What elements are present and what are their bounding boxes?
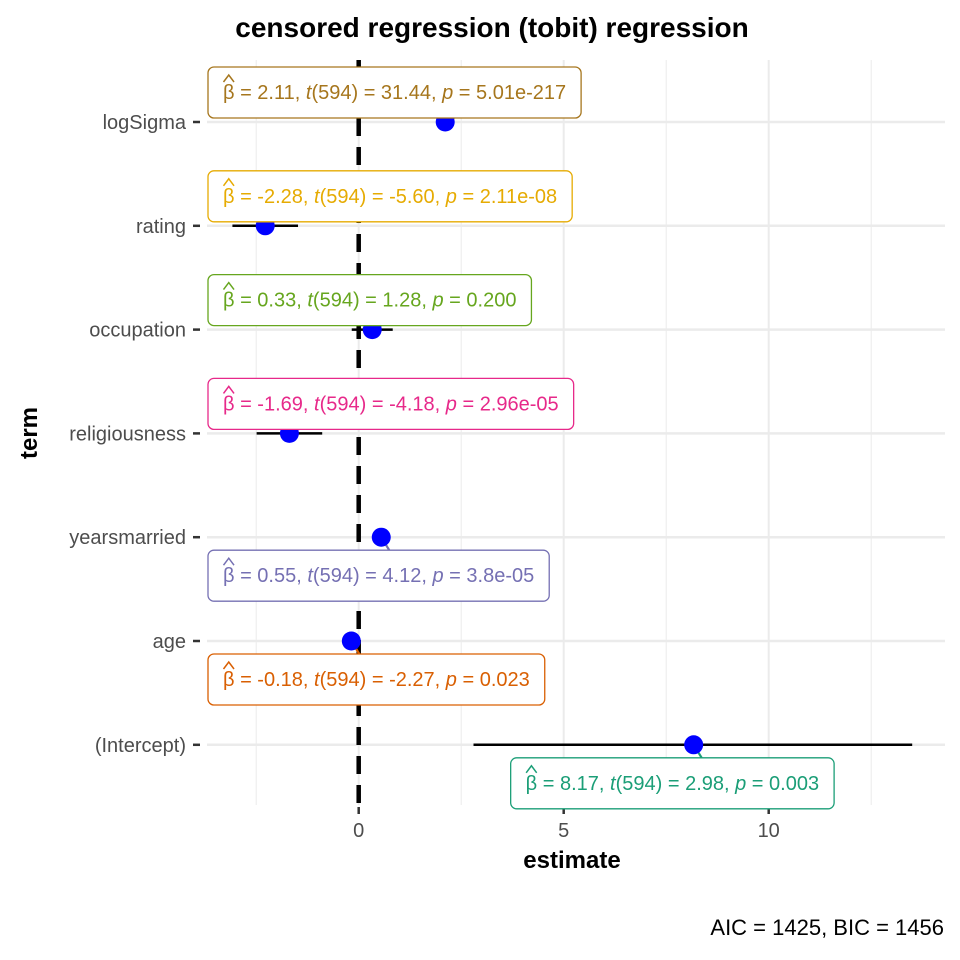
label-stat-name: p bbox=[431, 290, 443, 312]
beta-hat bbox=[222, 281, 235, 291]
label-stat-name: t bbox=[314, 186, 321, 208]
beta-value: = -1.69, bbox=[235, 393, 315, 415]
coefficient-label: β = -1.69, t(594) = -4.18, p = 2.96e-05 bbox=[207, 377, 575, 431]
coefficient-label: β = -2.28, t(594) = -5.60, p = 2.11e-08 bbox=[207, 170, 573, 223]
y-tick-label: religiousness bbox=[69, 423, 186, 445]
x-axis: 0 5 10 bbox=[353, 807, 780, 842]
coefficient-label-text: β = -1.69, t(594) = -4.18, p = 2.96e-05 bbox=[223, 393, 559, 415]
beta-value: = 0.33, bbox=[235, 290, 308, 312]
label-t-value: = -2.27, bbox=[366, 669, 446, 691]
label-p-value: = 0.200 bbox=[444, 290, 517, 312]
beta-symbol: β bbox=[223, 290, 235, 312]
label-p-value: = 0.023 bbox=[457, 669, 530, 691]
beta-symbol: β bbox=[223, 669, 235, 691]
coefficient-label-box bbox=[207, 549, 550, 602]
coefficient-label-text: β = 2.11, t(594) = 31.44, p = 5.01e-217 bbox=[223, 82, 566, 104]
coefficient-label-box bbox=[207, 653, 546, 706]
beta-value: = 0.55, bbox=[235, 565, 308, 587]
label-stat-name: p bbox=[441, 82, 453, 104]
coefficient-label-text: β = 8.17, t(594) = 2.98, p = 0.003 bbox=[526, 773, 819, 795]
label-df: (594) bbox=[313, 565, 360, 587]
beta-hat bbox=[222, 73, 235, 83]
label-p-value: = 2.96e-05 bbox=[457, 393, 559, 415]
coefficient-label: β = -0.18, t(594) = -2.27, p = 0.023 bbox=[207, 653, 546, 706]
y-tick-label: rating bbox=[136, 216, 186, 238]
label-stat-name: t bbox=[307, 565, 314, 587]
coefficient-labels: β = 2.11, t(594) = 31.44, p = 5.01e-217β… bbox=[207, 66, 835, 810]
beta-symbol: β bbox=[223, 186, 235, 208]
y-tick-label: occupation bbox=[89, 320, 186, 342]
label-df: (594) bbox=[320, 669, 367, 691]
beta-hat bbox=[222, 385, 235, 394]
coefficient-label-text: β = -2.28, t(594) = -5.60, p = 2.11e-08 bbox=[223, 186, 557, 208]
label-t-value: = 31.44, bbox=[358, 82, 442, 104]
y-tick-label: yearsmarried bbox=[69, 527, 186, 549]
x-tick-label: 5 bbox=[558, 820, 569, 842]
y-axis-title: term bbox=[16, 407, 43, 459]
beta-value: = 8.17, bbox=[537, 773, 610, 795]
coefficient-label: β = 0.55, t(594) = 4.12, p = 3.8e-05 bbox=[207, 549, 550, 602]
label-df: (594) bbox=[616, 773, 663, 795]
coefficient-label-text: β = 0.55, t(594) = 4.12, p = 3.8e-05 bbox=[223, 565, 534, 587]
label-p-value: = 3.8e-05 bbox=[444, 565, 535, 587]
label-stat-name: t bbox=[314, 669, 321, 691]
beta-symbol: β bbox=[526, 773, 538, 795]
beta-symbol: β bbox=[223, 82, 235, 104]
beta-value: = 2.11, bbox=[235, 82, 306, 104]
beta-hat bbox=[222, 660, 235, 670]
coefficient-label-text: β = 0.33, t(594) = 1.28, p = 0.200 bbox=[223, 290, 516, 312]
y-tick-label: age bbox=[153, 631, 186, 653]
estimate-point bbox=[341, 631, 361, 651]
beta-hat bbox=[222, 177, 235, 187]
label-p-value: = 5.01e-217 bbox=[453, 82, 566, 104]
chart-title: censored regression (tobit) regression bbox=[235, 12, 748, 43]
x-tick-label: 0 bbox=[353, 820, 364, 842]
label-t-value: = 2.98, bbox=[662, 773, 735, 795]
estimate-point bbox=[684, 735, 704, 755]
coefficient-label-box bbox=[207, 377, 575, 431]
y-tick-label: (Intercept) bbox=[95, 735, 186, 757]
label-t-value: = -5.60, bbox=[366, 186, 446, 208]
label-df: (594) bbox=[320, 186, 367, 208]
coefficient-label-box bbox=[510, 757, 835, 810]
label-stat-name: p bbox=[734, 773, 746, 795]
label-t-value: = 1.28, bbox=[360, 290, 433, 312]
x-axis-title: estimate bbox=[523, 847, 620, 874]
label-stat-name: t bbox=[307, 290, 314, 312]
label-df: (594) bbox=[311, 82, 358, 104]
label-stat-name: p bbox=[445, 669, 457, 691]
label-stat-name: p bbox=[445, 186, 457, 208]
beta-symbol: β bbox=[223, 393, 235, 415]
label-stat-name: t bbox=[306, 82, 313, 104]
estimate-point bbox=[371, 527, 391, 547]
beta-value: = -0.18, bbox=[235, 669, 315, 691]
coefficient-label: β = 8.17, t(594) = 2.98, p = 0.003 bbox=[510, 757, 835, 810]
beta-hat bbox=[222, 556, 235, 566]
coefficient-label-text: β = -0.18, t(594) = -2.27, p = 0.023 bbox=[223, 669, 530, 691]
label-stat-name: p bbox=[431, 565, 443, 587]
label-stat-name: p bbox=[445, 393, 457, 415]
label-t-value: = 4.12, bbox=[360, 565, 433, 587]
beta-value: = -2.28, bbox=[235, 186, 315, 208]
label-stat-name: t bbox=[314, 393, 321, 415]
coefficient-label: β = 2.11, t(594) = 31.44, p = 5.01e-217 bbox=[207, 66, 582, 119]
label-t-value: = -4.18, bbox=[366, 393, 446, 415]
label-df: (594) bbox=[320, 393, 367, 415]
coefficient-label-box bbox=[207, 273, 533, 327]
x-tick-label: 10 bbox=[758, 820, 780, 842]
coefficient-label-box bbox=[207, 170, 573, 223]
y-tick-label: logSigma bbox=[103, 112, 187, 134]
label-p-value: = 2.11e-08 bbox=[457, 186, 557, 208]
coefficient-label-box bbox=[207, 66, 582, 119]
beta-symbol: β bbox=[223, 565, 235, 587]
beta-hat bbox=[525, 764, 538, 774]
label-df: (594) bbox=[313, 290, 360, 312]
y-axis: logSigma rating occupation religiousness yea… bbox=[69, 112, 200, 757]
coefficient-label: β = 0.33, t(594) = 1.28, p = 0.200 bbox=[207, 273, 533, 327]
label-stat-name: t bbox=[610, 773, 617, 795]
chart-caption: AIC = 1425, BIC = 1456 bbox=[710, 915, 944, 940]
label-p-value: = 0.003 bbox=[746, 773, 819, 795]
